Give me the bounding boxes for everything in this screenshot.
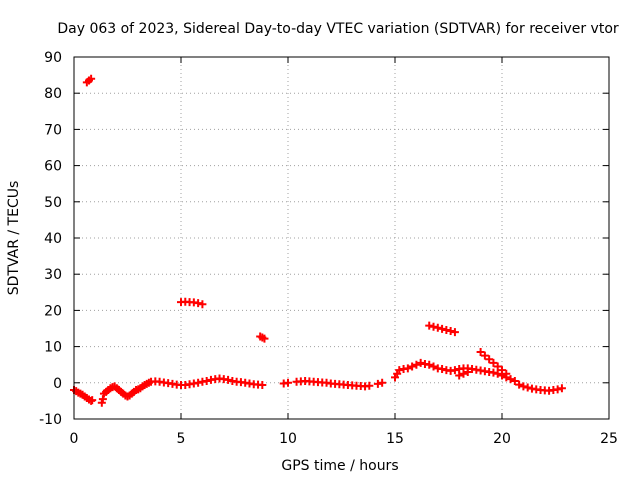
data-point [476,348,485,357]
y-tick-label: 50 [44,195,62,211]
data-point [87,74,96,83]
data-point [198,300,207,309]
plot-frame [73,56,610,420]
data-point [493,369,502,378]
data-point [425,360,434,369]
data-point [429,322,438,331]
y-tick-label: 10 [44,340,62,356]
data-point [224,375,233,384]
data-point [442,325,451,334]
data-point [455,371,464,380]
x-tick-label: 20 [493,431,511,447]
data-point [284,378,292,387]
data-point [450,366,459,375]
x-tick-label: 5 [177,431,186,447]
data-point [523,383,532,392]
data-point [519,382,528,391]
data-point [202,376,211,385]
chart-title: Day 063 of 2023, Sidereal Day-to-day VTE… [57,21,619,37]
data-point [438,365,447,374]
y-tick-label: 20 [44,303,62,319]
data-point [489,358,498,367]
data-point [378,378,387,387]
data-point [258,380,267,389]
data-point [403,364,412,373]
data-point [260,334,269,343]
data-point [88,396,97,405]
data-points [70,74,566,407]
data-point [502,369,511,378]
data-point [485,355,494,364]
y-tick-label: 0 [53,376,62,392]
data-point [412,360,421,369]
y-axis-label: SDTVAR / TECUs [6,181,22,296]
y-tick-label: 60 [44,159,62,175]
data-point [489,368,498,377]
data-point [429,362,438,371]
y-axis-ticks: -10 0 10 20 30 40 50 60 70 80 90 [39,50,609,428]
x-tick-label: 15 [386,431,404,447]
data-point [98,395,107,404]
data-point [506,375,515,384]
y-tick-label: 40 [44,231,62,247]
data-point [416,358,425,367]
x-axis-ticks: 0 5 10 15 20 25 [70,57,618,447]
data-point [446,327,455,336]
data-point [194,378,203,387]
y-tick-label: 30 [44,267,62,283]
grid-layer [74,57,609,419]
y-tick-label: -10 [39,412,62,428]
data-point [463,367,472,376]
y-tick-label: 80 [44,86,62,102]
data-point [194,299,203,308]
x-tick-label: 10 [279,431,297,447]
data-point [408,362,417,371]
x-tick-label: 25 [600,431,618,447]
x-tick-label: 0 [70,431,79,447]
data-point [395,366,404,375]
y-tick-label: 90 [44,50,62,66]
data-point [450,328,459,337]
data-point [493,362,502,371]
data-point [365,381,374,390]
data-point [438,324,447,333]
data-point [373,379,382,388]
data-point [433,323,442,332]
x-axis-label: GPS time / hours [281,458,398,474]
data-point [553,385,562,394]
data-point [557,384,566,393]
data-point [515,380,524,389]
data-point [480,351,489,360]
data-point [510,376,519,385]
data-point [498,366,506,375]
y-tick-label: 70 [44,122,62,138]
data-point [425,321,434,330]
data-point [459,369,468,378]
